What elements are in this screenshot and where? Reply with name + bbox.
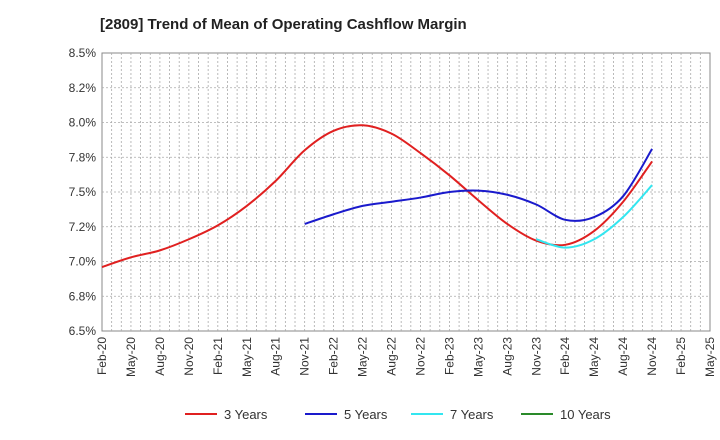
x-tick-label: Feb-20 (95, 337, 109, 375)
legend-label: 3 Years (224, 407, 268, 422)
y-tick-label: 7.5% (69, 185, 97, 199)
x-tick-label: Feb-22 (327, 337, 341, 375)
x-tick-label: Aug-22 (385, 337, 399, 376)
x-tick-label: Aug-24 (616, 337, 630, 376)
y-tick-label: 7.0% (69, 255, 97, 269)
x-tick-label: Aug-23 (500, 337, 514, 376)
y-tick-label: 8.2% (69, 81, 97, 95)
legend: 3 Years 5 Years 7 Years 10 Years (185, 407, 611, 422)
y-tick-label: 6.8% (69, 289, 97, 303)
y-tick-label: 8.0% (69, 116, 97, 130)
y-tick-label: 7.8% (69, 150, 97, 164)
series-line-0 (101, 124, 653, 269)
legend-label: 5 Years (344, 407, 388, 422)
series-line-1 (304, 148, 653, 225)
y-tick-label: 8.5% (69, 46, 97, 60)
series-line-2 (535, 184, 653, 249)
x-tick-label: Feb-23 (442, 337, 456, 375)
x-axis: Feb-20 May-20 Aug-20 Nov-20 Feb-21 May-21 Aug-… (95, 337, 717, 377)
x-tick-label: Feb-24 (558, 337, 572, 375)
legend-label: 10 Years (560, 407, 611, 422)
legend-label: 7 Years (450, 407, 494, 422)
x-tick-label: Nov-24 (645, 337, 659, 376)
x-tick-label: Nov-20 (182, 337, 196, 376)
grid (102, 53, 710, 331)
y-tick-label: 7.2% (69, 220, 97, 234)
x-tick-label: Aug-21 (269, 337, 283, 376)
x-tick-label: Feb-25 (674, 337, 688, 375)
chart-title: [2809] Trend of Mean of Operating Cashfl… (100, 16, 467, 33)
x-tick-label: Nov-21 (298, 337, 312, 376)
y-tick-label: 6.5% (69, 324, 97, 338)
x-tick-label: May-21 (240, 337, 254, 377)
x-tick-label: May-25 (703, 337, 717, 377)
x-tick-label: May-23 (471, 337, 485, 377)
y-axis: 6.5% 6.8% 7.0% 7.2% 7.5% 7.8% 8.0% 8.2% 8.5% (69, 46, 97, 338)
x-tick-label: Aug-20 (153, 337, 167, 376)
series-lines (101, 124, 653, 269)
x-tick-label: Nov-23 (529, 337, 543, 376)
x-tick-label: May-24 (587, 337, 601, 377)
x-tick-label: Feb-21 (211, 337, 225, 375)
x-tick-label: May-22 (356, 337, 370, 377)
x-tick-label: Nov-22 (413, 337, 427, 376)
x-tick-label: May-20 (124, 337, 138, 377)
